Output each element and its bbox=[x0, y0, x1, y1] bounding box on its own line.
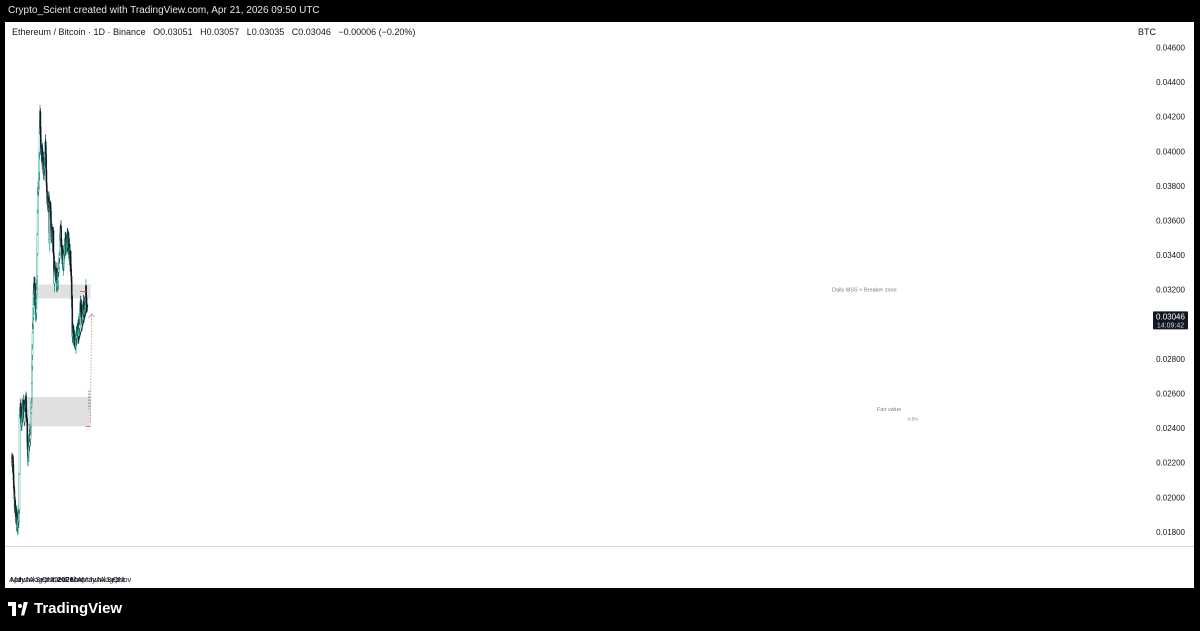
y-tick-label: 0.01800 bbox=[1156, 528, 1185, 537]
candle-body bbox=[18, 473, 21, 510]
last-price-value: 0.03046 bbox=[1156, 312, 1185, 321]
x-tick-label: Jun bbox=[18, 575, 30, 584]
open-value: 0.03051 bbox=[160, 27, 193, 37]
top-credit-bar: Crypto_Scient created with TradingView.c… bbox=[0, 0, 1200, 22]
candle-body bbox=[36, 253, 39, 277]
x-tick-label: 2026 bbox=[57, 575, 74, 584]
y-tick-label: 0.03600 bbox=[1156, 217, 1185, 226]
high-value: 0.03057 bbox=[206, 27, 240, 37]
trendline-line bbox=[77, 305, 89, 343]
candle-body bbox=[18, 512, 20, 522]
x-tick-label: Oct bbox=[113, 575, 126, 584]
symbol-name[interactable]: Ethereum / Bitcoin · 1D · Binance bbox=[12, 27, 146, 37]
bottom-brand-bar: TradingView bbox=[0, 588, 1200, 631]
tradingview-logo[interactable]: TradingView bbox=[8, 600, 122, 617]
low-value: 0.03035 bbox=[251, 27, 285, 37]
last-price-tag bbox=[1153, 311, 1188, 330]
x-tick-label: May bbox=[11, 575, 25, 584]
x-tick-label: Dec bbox=[53, 575, 67, 584]
x-tick-label: Apr bbox=[9, 575, 21, 584]
x-tick-label: Aug bbox=[29, 575, 42, 584]
x-tick-label: Nov bbox=[47, 575, 61, 584]
y-tick-label: 0.04000 bbox=[1156, 147, 1185, 156]
x-tick-label: Sep bbox=[35, 575, 48, 584]
y-tick-label: 0.04600 bbox=[1156, 44, 1185, 53]
projection-path bbox=[87, 313, 92, 423]
chart-panel[interactable]: Ethereum / Bitcoin · 1D · Binance O0.030… bbox=[5, 22, 1194, 588]
breaker-zone-label: Daily MSS + Breaker zone bbox=[832, 288, 897, 294]
x-tick-label: Feb bbox=[65, 575, 78, 584]
x-tick-label: Mar bbox=[71, 575, 84, 584]
x-tick-label: Nov bbox=[118, 575, 132, 584]
x-tick-label: Aug bbox=[100, 575, 113, 584]
candle-body bbox=[30, 412, 32, 428]
x-tick-label: Jul bbox=[25, 575, 35, 584]
candle-body bbox=[31, 383, 33, 399]
y-tick-label: 0.02600 bbox=[1156, 390, 1185, 399]
x-tick-label: May bbox=[82, 575, 96, 584]
y-tick-label: 0.03800 bbox=[1156, 182, 1185, 191]
x-tick-label: Oct bbox=[42, 575, 55, 584]
low-label: L bbox=[246, 27, 252, 37]
candle-body bbox=[48, 239, 51, 244]
x-tick-label: Jul bbox=[96, 575, 106, 584]
x-tick-label: Jun bbox=[89, 575, 101, 584]
open-label: O bbox=[153, 27, 161, 37]
x-tick-label: Sep bbox=[106, 575, 119, 584]
y-tick-label: 0.04400 bbox=[1156, 78, 1185, 87]
candle-body bbox=[18, 414, 21, 474]
tradingview-logo-icon bbox=[8, 601, 28, 616]
y-tick-label: 0.02200 bbox=[1156, 459, 1185, 468]
candle-body bbox=[36, 233, 39, 254]
fair-value-sublabel: 0.5% bbox=[908, 417, 918, 422]
candle-body bbox=[31, 332, 34, 345]
y-tick-label: 0.03200 bbox=[1156, 286, 1185, 295]
credit-text: Crypto_Scient created with TradingView.c… bbox=[8, 5, 320, 16]
change-value: −0.00006 (−0.20%) bbox=[338, 27, 416, 37]
y-tick-label: 0.04200 bbox=[1156, 113, 1185, 122]
candle-body bbox=[45, 170, 48, 183]
symbol-legend: Ethereum / Bitcoin · 1D · Binance O0.030… bbox=[12, 27, 415, 37]
x-tick-label: Apr bbox=[77, 575, 89, 584]
fair-value-label: Fair value bbox=[877, 407, 901, 413]
close-value: 0.03046 bbox=[298, 27, 331, 37]
breaker-zone-box bbox=[34, 284, 91, 299]
y-tick-label: 0.03400 bbox=[1156, 251, 1185, 260]
y-tick-label: 0.02400 bbox=[1156, 424, 1185, 433]
currency-label: BTC bbox=[1138, 27, 1156, 37]
y-tick-label: 0.02000 bbox=[1156, 493, 1185, 502]
last-price-countdown: 14:09:42 bbox=[1157, 322, 1184, 329]
y-tick-label: 0.02800 bbox=[1156, 355, 1185, 364]
brand-name: TradingView bbox=[34, 600, 123, 617]
fair-value-zone-box bbox=[19, 396, 91, 427]
high-label: H bbox=[200, 27, 207, 37]
projection-arrowhead bbox=[88, 313, 95, 319]
close-label: C bbox=[291, 27, 299, 37]
